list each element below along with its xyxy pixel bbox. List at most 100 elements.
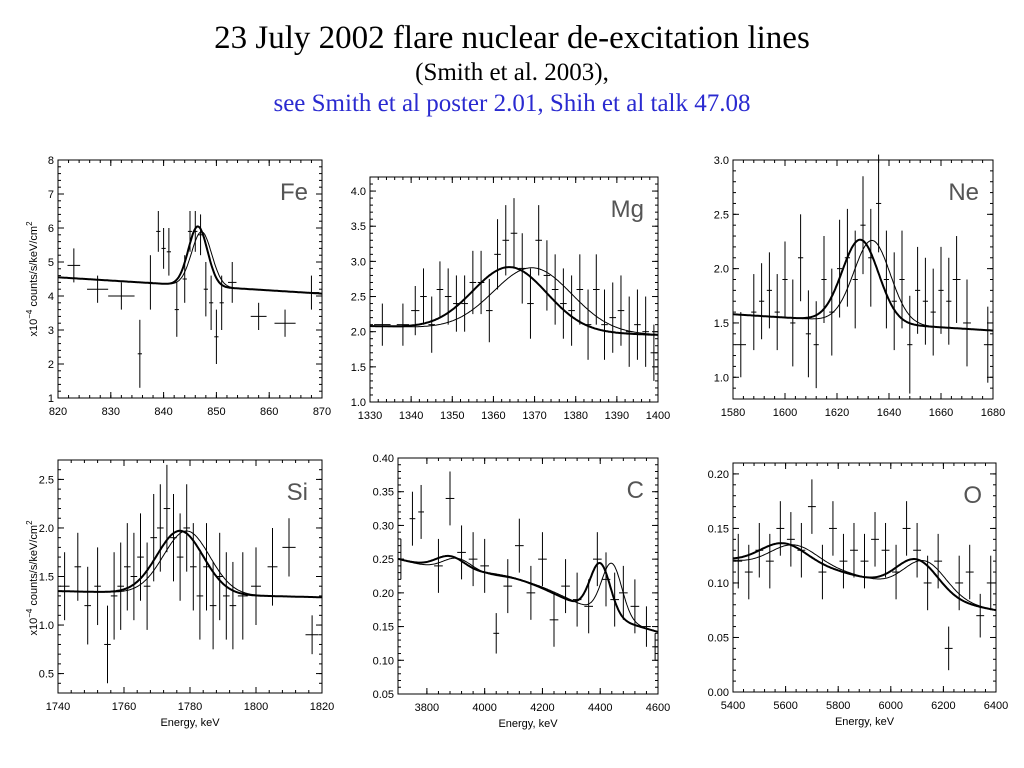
x-tick-label: 5600 — [773, 700, 797, 712]
y-tick-label: 0.25 — [373, 554, 394, 566]
x-tick-label: 1350 — [440, 410, 464, 422]
chart-panel-ne: 1580 1600 1620 1640 1660 1680 1.0 1.5 2.0 2.5 3.0 N… — [714, 154, 1005, 419]
y-tick-label: 5 — [48, 257, 54, 269]
x-tick-label: 1680 — [981, 407, 1005, 419]
x-tick-label: 6400 — [984, 700, 1008, 712]
y-tick-label: 2.0 — [39, 523, 54, 535]
y-axis-label-prefix: x10 — [28, 319, 40, 337]
x-tick-label: 870 — [313, 406, 331, 418]
y-tick-label: 3.5 — [351, 221, 366, 233]
x-tick-label: 1340 — [399, 410, 423, 422]
y-tick-label: 3.0 — [714, 155, 729, 167]
model-curve-fit — [370, 266, 658, 336]
y-tick-label: 3 — [48, 325, 54, 337]
y-tick-label: 0.10 — [708, 578, 729, 590]
page-subtitle: (Smith et al. 2003), — [415, 59, 609, 86]
y-tick-label: 0.15 — [708, 523, 729, 535]
x-tick-label: 1330 — [358, 410, 382, 422]
y-axis-label-exp: −4 — [25, 309, 34, 319]
y-tick-label: 1.0 — [351, 397, 366, 409]
x-axis-label: Energy, keV — [160, 717, 220, 729]
y-axis-label-sup: 2 — [25, 221, 34, 226]
model-curve-fit — [733, 238, 994, 332]
y-tick-label: 1.0 — [714, 372, 729, 384]
x-tick-label: 830 — [102, 406, 120, 418]
model-curve-fit — [58, 529, 322, 599]
model-curve-shifted — [370, 267, 659, 336]
y-tick-label: 0.20 — [373, 588, 394, 600]
x-tick-label: 1390 — [605, 410, 629, 422]
y-tick-label: 2.0 — [714, 264, 729, 276]
y-tick-label: 3.0 — [351, 256, 366, 268]
x-tick-label: 6200 — [931, 700, 955, 712]
y-tick-label: 4 — [48, 291, 54, 303]
page-title: 23 July 2002 flare nuclear de-excitation… — [214, 20, 810, 56]
title-block: 23 July 2002 flare nuclear de-excitation… — [0, 18, 1024, 120]
x-tick-label: 4200 — [530, 702, 554, 714]
reference-link-text: see Smith et al poster 2.01, Shih et al … — [273, 90, 751, 117]
y-tick-label: 2 — [48, 359, 54, 371]
chart-panel-mg: 1330 1340 1350 1360 1370 1380 1390 1400 1.0 1.5 2.… — [351, 176, 670, 422]
x-tick-label: 1820 — [310, 701, 334, 713]
plot-frame — [397, 457, 659, 695]
y-axis-label-text: counts/s/keV/cm — [28, 525, 40, 609]
x-tick-label: 1640 — [877, 407, 901, 419]
element-label-ne: Ne — [948, 179, 979, 206]
x-tick-label: 5800 — [826, 700, 850, 712]
chart-panel-o: 5400 5600 5800 6000 6200 6400 0.00 0.05 0.10 0.15… — [708, 462, 1008, 728]
x-tick-label: 1620 — [825, 407, 849, 419]
x-tick-label: 3800 — [415, 702, 439, 714]
model-curve-fit — [57, 225, 322, 295]
y-tick-label: 1.0 — [39, 620, 54, 632]
chart-panel-fe: 820 830 840 850 860 870 1 2 3 4 5 6 7 8 Fe — [48, 155, 331, 418]
x-tick-label: 6000 — [879, 700, 903, 712]
y-axis-label-prefix: x10 — [28, 618, 40, 636]
y-tick-label: 0.30 — [373, 520, 394, 532]
y-tick-label: 8 — [48, 155, 54, 167]
x-tick-label: 860 — [260, 406, 278, 418]
x-tick-label: 1740 — [46, 701, 70, 713]
data-points — [398, 471, 658, 661]
x-tick-label: 1400 — [646, 410, 670, 422]
y-tick-label: 2.5 — [714, 209, 729, 221]
x-tick-label: 850 — [207, 406, 225, 418]
element-label-fe: Fe — [280, 179, 308, 206]
x-tick-label: 1600 — [773, 407, 797, 419]
x-tick-label: 1360 — [481, 410, 505, 422]
y-tick-label: 7 — [48, 189, 54, 201]
x-tick-label: 1380 — [563, 410, 587, 422]
data-points — [734, 479, 995, 671]
y-tick-label: 2.5 — [351, 292, 366, 304]
y-tick-label: 0.00 — [708, 687, 729, 699]
y-tick-label: 0.15 — [373, 622, 394, 634]
x-tick-label: 5400 — [721, 700, 745, 712]
model-curve-shifted — [397, 557, 659, 633]
x-tick-label: 4600 — [646, 702, 670, 714]
y-axis-label: x10−4 counts/s/keV/cm2 — [25, 520, 40, 636]
x-tick-label: 1580 — [721, 407, 745, 419]
y-tick-label: 2.0 — [351, 327, 366, 339]
x-tick-label: 1760 — [112, 701, 136, 713]
x-tick-label: 4000 — [472, 702, 496, 714]
chart-panel-c: 3800 4000 4200 4400 4600 0.05 0.10 0.15 0.20 0.25… — [373, 453, 671, 730]
x-axis-label: Energy, keV — [498, 718, 558, 730]
y-tick-label: 4.0 — [351, 186, 366, 198]
model-curve-fit — [397, 554, 659, 633]
x-tick-label: 1660 — [929, 407, 953, 419]
y-tick-label: 6 — [48, 223, 54, 235]
y-tick-label: 0.05 — [373, 689, 394, 701]
chart-panel-si: 1740 1760 1780 1800 1820 0.5 1.0 1.5 2.0 2.5 Si Ene… — [39, 459, 334, 729]
y-tick-label: 0.5 — [39, 669, 54, 681]
x-tick-label: 4400 — [588, 702, 612, 714]
element-label-o: O — [963, 482, 982, 509]
element-label-si: Si — [287, 479, 308, 506]
y-tick-label: 1.5 — [39, 572, 54, 584]
y-axis-label-sup: 2 — [25, 520, 34, 525]
data-points — [374, 198, 658, 381]
x-tick-label: 1780 — [178, 701, 202, 713]
x-tick-label: 1370 — [522, 410, 546, 422]
x-tick-label: 820 — [49, 406, 67, 418]
x-tick-label: 1800 — [244, 701, 268, 713]
element-label-mg: Mg — [611, 196, 644, 223]
